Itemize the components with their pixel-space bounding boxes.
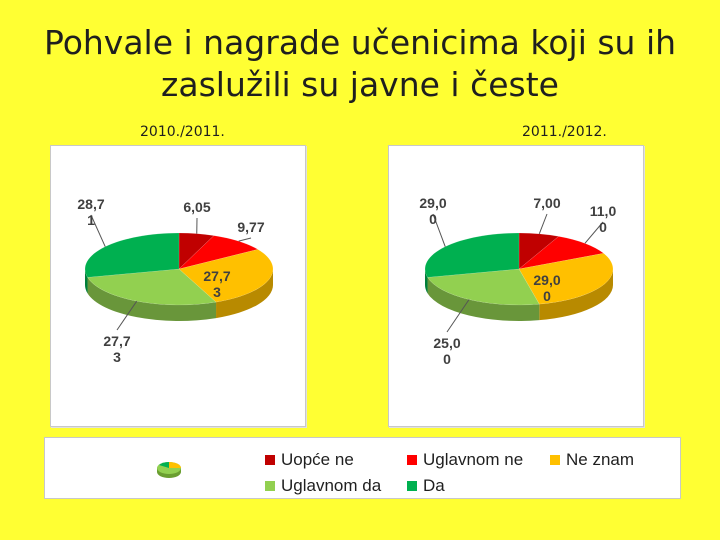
data-label-0: 6,05 xyxy=(183,199,210,215)
leader-line-1 xyxy=(238,237,252,242)
pie-chart-panel-2010-2011: 6,05 9,77 27,7 3 27,7 3 28,7 1 xyxy=(50,145,306,427)
data-label-4: 29,0 0 xyxy=(419,195,446,227)
legend-label: Uopće ne xyxy=(281,450,354,469)
data-label-line: 1 xyxy=(87,212,95,228)
pie-slice-0 xyxy=(178,232,215,270)
pie-slice-3 xyxy=(427,268,540,306)
pie-slice-1 xyxy=(178,235,259,270)
data-label-3: 25,0 0 xyxy=(433,335,460,367)
legend-swatch xyxy=(265,481,275,491)
data-label-0: 7,00 xyxy=(533,195,560,211)
leader-line-4 xyxy=(432,213,446,247)
data-label-line: 11,0 xyxy=(590,203,617,219)
pie-slice-4 xyxy=(424,232,520,278)
legend-label: Da xyxy=(423,476,445,495)
pie-slice-side-2 xyxy=(539,269,613,321)
leader-line-4 xyxy=(90,214,106,247)
legend-panel: Uopće ne Uglavnom ne Ne znam Uglavnom da… xyxy=(44,437,681,499)
legend-item-uglavnom-da: Uglavnom da xyxy=(265,476,381,496)
pie-slice-side-4 xyxy=(425,269,428,294)
pie-slice-side-4 xyxy=(85,269,88,294)
legend-label: Uglavnom ne xyxy=(423,450,524,469)
legend-swatch xyxy=(550,455,560,465)
pie-slice-2 xyxy=(178,249,274,303)
data-label-line: 9,77 xyxy=(237,219,264,235)
data-label-1: 11,0 0 xyxy=(590,203,617,235)
data-label-line: 25,0 xyxy=(433,335,460,351)
pie-slice-side-3 xyxy=(427,277,540,321)
pie-side-walls xyxy=(425,269,613,321)
data-label-line: 29,0 xyxy=(533,272,560,288)
legend-swatch xyxy=(265,455,275,465)
data-label-1: 9,77 xyxy=(237,219,264,235)
leader-line-0 xyxy=(538,213,548,235)
pie-slices xyxy=(424,232,614,306)
pie-chart-2011-2012: 7,00 11,0 029,0 025,0 029,0 0 xyxy=(419,195,616,367)
pie-chart-panel-2011-2012: 7,00 11,0 0 29,0 0 25,0 0 29,0 0 xyxy=(388,145,644,427)
data-label-line: 3 xyxy=(113,349,121,365)
leader-line-3 xyxy=(116,300,138,331)
data-label-line: 0 xyxy=(543,288,551,304)
data-label-line: 28,7 xyxy=(77,196,104,212)
data-label-2: 27,7 3 xyxy=(203,268,230,300)
data-label-line: 27,7 xyxy=(203,268,230,284)
pie-slice-0 xyxy=(518,232,560,270)
data-label-3: 27,7 3 xyxy=(103,333,130,365)
legend-item-da: Da xyxy=(407,476,445,496)
data-label-line: 0 xyxy=(599,219,607,235)
data-label-line: 7,00 xyxy=(533,195,560,211)
pie-side-walls xyxy=(85,269,273,321)
pie-slices xyxy=(84,232,274,306)
pie-slice-side-3 xyxy=(87,277,217,321)
chart-caption-2011-2012: 2011./2012. xyxy=(522,124,607,140)
legend-label: Ne znam xyxy=(566,450,635,469)
pie-slice-4 xyxy=(84,232,180,278)
data-label-line: 0 xyxy=(429,211,437,227)
pie-slice-3 xyxy=(87,268,217,306)
pie-slice-side-2 xyxy=(216,269,273,319)
legend-swatch xyxy=(407,481,417,491)
leader-line-1 xyxy=(584,221,604,244)
slide-title: Pohvale i nagrade učenicima koji su ih z… xyxy=(20,22,700,106)
data-label-line: 6,05 xyxy=(183,199,210,215)
pie-slice-1 xyxy=(518,236,605,270)
data-label-line: 29,0 xyxy=(419,195,446,211)
pie-data-labels: 7,00 11,0 029,0 025,0 029,0 0 xyxy=(419,195,616,367)
chart-caption-2010-2011: 2010./2011. xyxy=(140,124,225,140)
data-label-2: 29,0 0 xyxy=(533,272,560,304)
legend-pie-icon xyxy=(157,462,181,478)
legend-item-ne-znam: Ne znam xyxy=(550,450,634,470)
slide-title-line-2: zaslužili su javne i česte xyxy=(161,65,559,104)
legend-label: Uglavnom da xyxy=(281,476,382,495)
leader-line-3 xyxy=(446,299,470,333)
data-label-line: 3 xyxy=(213,284,221,300)
pie-slice-2 xyxy=(518,253,614,305)
data-label-line: 0 xyxy=(443,351,451,367)
slide-title-line-1: Pohvale i nagrade učenicima koji su ih xyxy=(43,23,677,62)
legend-item-uopce-ne: Uopće ne xyxy=(265,450,354,470)
data-label-4: 28,7 1 xyxy=(77,196,104,228)
legend-item-uglavnom-ne: Uglavnom ne xyxy=(407,450,523,470)
legend-swatch xyxy=(407,455,417,465)
data-label-line: 27,7 xyxy=(103,333,130,349)
